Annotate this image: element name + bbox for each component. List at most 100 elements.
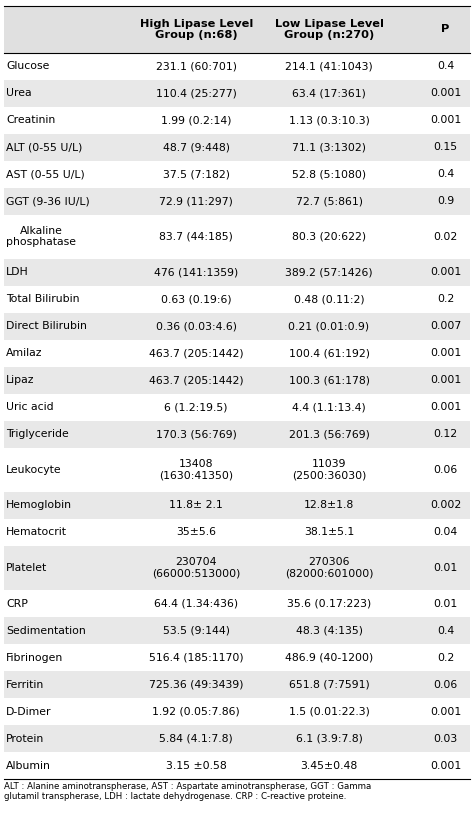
Text: 0.001: 0.001 [430, 706, 461, 716]
Text: High Lipase Level
Group (n:68): High Lipase Level Group (n:68) [139, 19, 253, 40]
Text: 0.001: 0.001 [430, 760, 461, 771]
Text: 0.63 (0.19:6): 0.63 (0.19:6) [161, 294, 231, 304]
Bar [4, 367, 470, 393]
Text: 170.3 (56:769): 170.3 (56:769) [156, 429, 237, 439]
Bar [4, 340, 470, 367]
Text: 476 (141:1359): 476 (141:1359) [154, 267, 238, 277]
Text: Sedimentation: Sedimentation [6, 625, 86, 636]
Text: Amilaz: Amilaz [6, 348, 43, 359]
Text: 463.7 (205:1442): 463.7 (205:1442) [149, 348, 244, 359]
Bar [4, 188, 470, 215]
Text: 486.9 (40-1200): 486.9 (40-1200) [285, 653, 373, 663]
Text: 1.92 (0.05:7.86): 1.92 (0.05:7.86) [152, 706, 240, 716]
Text: ALT (0-55 U/L): ALT (0-55 U/L) [6, 142, 82, 152]
Text: 1.13 (0.3:10.3): 1.13 (0.3:10.3) [289, 115, 369, 125]
Text: P: P [441, 24, 450, 34]
Text: 3.45±0.48: 3.45±0.48 [301, 760, 358, 771]
Text: 0.001: 0.001 [430, 376, 461, 385]
Text: Uric acid: Uric acid [6, 402, 54, 412]
Bar [4, 590, 470, 617]
Bar [4, 53, 470, 80]
Text: 0.9: 0.9 [437, 196, 454, 206]
Text: 64.4 (1.34:436): 64.4 (1.34:436) [154, 598, 238, 609]
Text: Albumin: Albumin [6, 760, 51, 771]
Text: 80.3 (20:622): 80.3 (20:622) [292, 232, 366, 241]
Text: 1.99 (0.2:14): 1.99 (0.2:14) [161, 115, 231, 125]
Text: Direct Bilirubin: Direct Bilirubin [6, 321, 87, 331]
Text: 0.007: 0.007 [430, 321, 461, 331]
Text: 100.3 (61:178): 100.3 (61:178) [289, 376, 370, 385]
Text: 725.36 (49:3439): 725.36 (49:3439) [149, 680, 244, 689]
Text: 0.36 (0.03:4.6): 0.36 (0.03:4.6) [156, 321, 237, 331]
Text: 12.8±1.8: 12.8±1.8 [304, 500, 354, 511]
Text: 3.15 ±0.58: 3.15 ±0.58 [166, 760, 227, 771]
Bar [4, 259, 470, 285]
Text: 110.4 (25:277): 110.4 (25:277) [156, 88, 237, 98]
Text: 71.1 (3:1302): 71.1 (3:1302) [292, 142, 366, 152]
Text: 53.5 (9:144): 53.5 (9:144) [163, 625, 230, 636]
Text: 72.9 (11:297): 72.9 (11:297) [159, 196, 233, 206]
Bar [4, 671, 470, 698]
Text: Leukocyte: Leukocyte [6, 465, 62, 475]
Text: 72.7 (5:861): 72.7 (5:861) [295, 196, 363, 206]
Bar [4, 313, 470, 340]
Text: 5.84 (4.1:7.8): 5.84 (4.1:7.8) [159, 733, 233, 744]
Text: 11.8± 2.1: 11.8± 2.1 [169, 500, 223, 511]
Text: 0.001: 0.001 [430, 348, 461, 359]
Text: 0.06: 0.06 [433, 465, 458, 475]
Bar [4, 492, 470, 519]
Text: 0.001: 0.001 [430, 402, 461, 412]
Bar [4, 448, 470, 492]
Text: Ferritin: Ferritin [6, 680, 45, 689]
Bar [4, 420, 470, 448]
Text: 651.8 (7:7591): 651.8 (7:7591) [289, 680, 369, 689]
Bar [4, 133, 470, 161]
Text: 0.21 (0.01:0.9): 0.21 (0.01:0.9) [289, 321, 370, 331]
Text: 48.3 (4:135): 48.3 (4:135) [295, 625, 363, 636]
Text: AST (0-55 U/L): AST (0-55 U/L) [6, 169, 85, 179]
Text: 6 (1.2:19.5): 6 (1.2:19.5) [164, 402, 228, 412]
Text: Total Bilirubin: Total Bilirubin [6, 294, 80, 304]
Text: Hemoglobin: Hemoglobin [6, 500, 73, 511]
Bar [4, 617, 470, 644]
Text: Urea: Urea [6, 88, 32, 98]
Text: 389.2 (57:1426): 389.2 (57:1426) [285, 267, 373, 277]
Text: 231.1 (60:701): 231.1 (60:701) [156, 61, 237, 71]
Bar [4, 725, 470, 752]
Text: ALT : Alanine aminotranspherase, AST : Aspartate aminotranspherase, GGT : Gamma
: ALT : Alanine aminotranspherase, AST : A… [4, 782, 371, 802]
Bar [4, 107, 470, 133]
Text: 0.04: 0.04 [433, 528, 458, 537]
Text: 201.3 (56:769): 201.3 (56:769) [289, 429, 369, 439]
Bar [4, 161, 470, 188]
Text: 0.2: 0.2 [437, 294, 454, 304]
Text: 0.15: 0.15 [433, 142, 457, 152]
Text: 13408
(1630:41350): 13408 (1630:41350) [159, 459, 233, 480]
Text: 463.7 (205:1442): 463.7 (205:1442) [149, 376, 244, 385]
Text: CRP: CRP [6, 598, 28, 609]
Text: Glucose: Glucose [6, 61, 50, 71]
Text: 0.02: 0.02 [433, 232, 458, 241]
Text: 0.2: 0.2 [437, 653, 454, 663]
Text: Lipaz: Lipaz [6, 376, 35, 385]
Text: 38.1±5.1: 38.1±5.1 [304, 528, 354, 537]
Text: 0.001: 0.001 [430, 115, 461, 125]
Text: 0.01: 0.01 [433, 563, 458, 573]
Text: 0.001: 0.001 [430, 88, 461, 98]
Text: 0.4: 0.4 [437, 625, 454, 636]
Text: 0.03: 0.03 [433, 733, 458, 744]
Text: 0.12: 0.12 [433, 429, 457, 439]
Bar [4, 519, 470, 546]
Text: Protein: Protein [6, 733, 45, 744]
Text: Low Lipase Level
Group (n:270): Low Lipase Level Group (n:270) [274, 19, 383, 40]
Text: Fibrinogen: Fibrinogen [6, 653, 64, 663]
Bar [4, 752, 470, 779]
Bar [4, 6, 470, 53]
Text: 37.5 (7:182): 37.5 (7:182) [163, 169, 230, 179]
Bar [4, 546, 470, 590]
Text: 0.002: 0.002 [430, 500, 461, 511]
Bar [4, 215, 470, 259]
Text: 0.001: 0.001 [430, 267, 461, 277]
Text: 35±5.6: 35±5.6 [176, 528, 216, 537]
Text: D-Dimer: D-Dimer [6, 706, 52, 716]
Text: Triglyceride: Triglyceride [6, 429, 69, 439]
